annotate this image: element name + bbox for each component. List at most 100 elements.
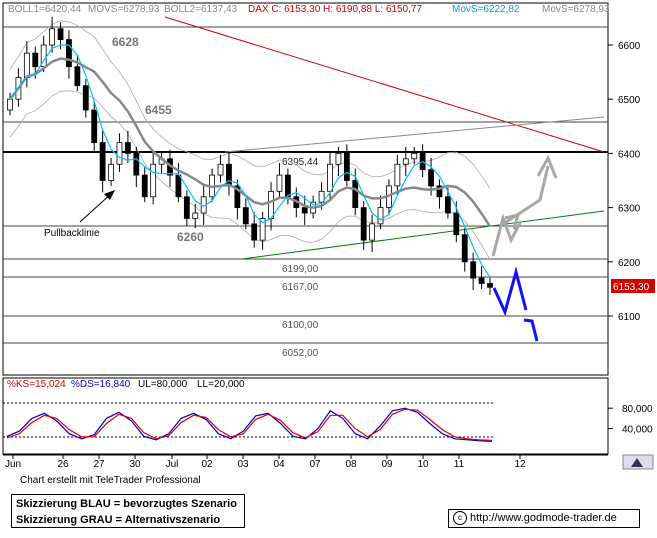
- candle-body: [453, 212, 460, 236]
- candle-body: [192, 212, 199, 219]
- candle-body: [226, 163, 232, 187]
- price-tick-label: 6200: [618, 258, 641, 269]
- candle-body: [428, 169, 434, 187]
- candle-body: [369, 223, 376, 241]
- green-support-line: [241, 210, 605, 260]
- price-tick-label: 6100: [618, 312, 641, 323]
- candle-body: [470, 261, 477, 279]
- candle-body: [108, 163, 114, 181]
- candle-body: [57, 28, 64, 40]
- candle-body: [301, 207, 308, 214]
- bollinger-bands: [9, 20, 491, 260]
- price-tick-label: 6400: [618, 149, 641, 160]
- candle-body: [327, 163, 333, 192]
- header-boll2: BOLL2=6137,43: [164, 4, 238, 15]
- level-label-6628: 6628: [112, 35, 139, 49]
- candle-body: [478, 277, 485, 284]
- candle-body: [487, 283, 493, 288]
- candle-body: [175, 174, 182, 198]
- price-tick-label: 6600: [618, 41, 641, 52]
- blue-scenario-continuation: [523, 318, 539, 342]
- grey-upper-trend-line: [224, 116, 605, 153]
- candle-body: [74, 66, 81, 87]
- chart-credit: Chart erstellt mit TeleTrader Profession…: [20, 475, 201, 486]
- candle-body: [461, 234, 468, 263]
- candle-body: [40, 44, 47, 68]
- candle-body: [99, 142, 106, 181]
- date-tick-label: 08: [345, 459, 357, 470]
- moving-averages: [9, 44, 492, 279]
- source-url[interactable]: http://www.godmode-trader.de: [470, 512, 617, 524]
- osc-tick-label: 80,000: [622, 404, 653, 415]
- candle-body: [259, 218, 266, 241]
- osc-ul-label: UL=80,000: [138, 379, 188, 390]
- candle-body: [242, 207, 249, 225]
- current-price-badge: [611, 279, 655, 293]
- date-tick-label: Jul: [166, 459, 179, 470]
- grey-scenario-head: [536, 154, 558, 179]
- copyright-icon: c: [453, 511, 467, 526]
- grey-scenario-arrow: [491, 212, 523, 257]
- date-tick-label: 30: [129, 459, 141, 470]
- level-label-6199: 6199,00: [282, 264, 319, 275]
- candle-body: [116, 142, 123, 165]
- main-panel-frame: [2, 2, 609, 376]
- date-tick-label: 04: [273, 459, 285, 470]
- source-url-box[interactable]: c http://www.godmode-trader.de: [448, 509, 640, 528]
- candle-body: [402, 158, 409, 165]
- bollinger-lower: [9, 90, 491, 260]
- header-movs-long: MovS=6278,93: [542, 4, 610, 15]
- level-label-6167: 6167,00: [282, 282, 319, 293]
- date-tick-label: Jun: [5, 459, 21, 470]
- current-price-label: 6153,30: [613, 282, 650, 293]
- level-label-6260: 6260: [177, 230, 204, 244]
- osc-ks-label: %KS=15,024: [7, 379, 66, 390]
- date-tick-label: 02: [201, 459, 213, 470]
- level-label-6395: 6395,44: [282, 157, 319, 168]
- bollinger-upper: [9, 20, 491, 189]
- candle-body: [234, 185, 241, 208]
- candle-body: [82, 85, 89, 111]
- candle-body: [66, 39, 72, 68]
- level-label-6100: 6100,00: [282, 320, 319, 331]
- stochastic-lines: [6, 407, 493, 442]
- date-tick-label: 03: [237, 459, 249, 470]
- price-tick-label: 6500: [618, 95, 641, 106]
- candle-body: [141, 174, 148, 198]
- candle-body: [23, 52, 30, 78]
- header-movs-short: MovS=6222,82: [452, 4, 520, 15]
- candle-body: [183, 196, 190, 219]
- header-dax: DAX C: 6153,30 H: 6190,88 L: 6150,77: [248, 4, 422, 15]
- header-boll1: BOLL1=6420,44: [8, 4, 82, 15]
- osc-ll-label: LL=20,000: [197, 379, 245, 390]
- header-movs: MOVS=6278,93: [88, 4, 160, 15]
- date-tick-label: 27: [93, 459, 105, 470]
- osc-ds-label: %DS=16,840: [71, 379, 131, 390]
- date-tick-label: 09: [381, 459, 393, 470]
- date-tick-label: 10: [417, 459, 429, 470]
- grey-scenario-small-head: [504, 212, 521, 230]
- blue-scenario-path: [492, 266, 528, 317]
- legend-line-grey: Skizzierung GRAU = Alternativszenario: [16, 514, 221, 526]
- date-tick-label: 26: [57, 459, 69, 470]
- candle-body: [133, 152, 140, 176]
- candle-body: [411, 152, 418, 160]
- slow-moving-average: [9, 57, 492, 228]
- candle-body: [394, 163, 401, 187]
- date-axis: Jun 26 27 30 Jul 02 03 04 07 08 09 10 11 12: [5, 455, 526, 470]
- candle-body: [335, 152, 342, 165]
- candle-body: [444, 196, 451, 214]
- stochastic-series-ds: [6, 408, 493, 441]
- price-tick-label: 6300: [618, 204, 641, 215]
- triangle-icon[interactable]: [631, 458, 643, 467]
- date-tick-label: 07: [309, 459, 321, 470]
- candle-body: [352, 180, 359, 209]
- candle-body: [32, 52, 39, 68]
- candle-body: [7, 98, 13, 111]
- candle-body: [268, 190, 274, 219]
- candle-body: [49, 28, 56, 46]
- candle-body: [360, 207, 367, 241]
- red-downtrend-line: [164, 16, 605, 153]
- candle-body: [91, 109, 98, 143]
